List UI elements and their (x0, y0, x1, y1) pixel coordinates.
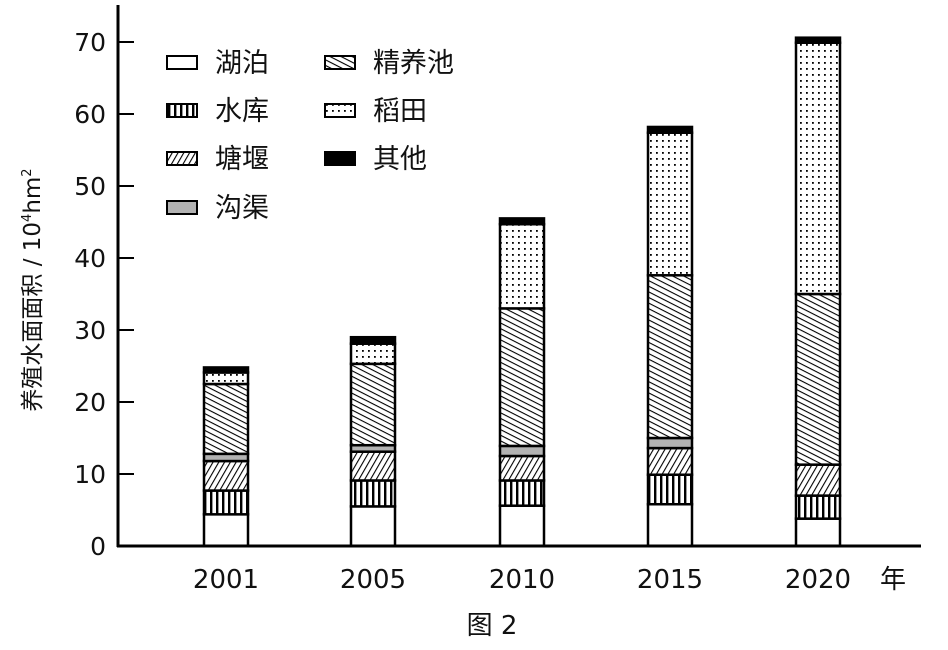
legend-swatch (166, 151, 198, 166)
legend-item: 湖泊 (166, 48, 269, 79)
y-axis-title-sup: 2 (20, 168, 35, 176)
bar-segment-湖泊 (349, 505, 397, 548)
legend-label: 湖泊 (215, 48, 269, 79)
bar-segment-稻田 (349, 342, 397, 366)
bar-segment-湖泊 (498, 504, 546, 548)
y-tick-label: 70 (74, 28, 106, 57)
y-axis-title-exp: 4 (20, 214, 35, 222)
x-unit-label: 年 (880, 565, 906, 595)
y-ticks: 0 10 20 30 40 50 60 70 (74, 28, 134, 561)
bar-segment-稻田 (202, 371, 250, 386)
bar-segment-稻田 (498, 222, 546, 310)
y-tick-label: 20 (74, 388, 106, 417)
y-tick-label: 30 (74, 316, 106, 345)
bar-segment-精养池 (349, 362, 397, 447)
legend-label: 其他 (373, 144, 427, 175)
y-tick-label: 60 (74, 100, 106, 129)
legend-item: 塘堰 (166, 144, 269, 175)
bar-segment-其他 (202, 366, 250, 374)
y-axis-title: 养殖水面面积 / 104hm2 (20, 168, 46, 411)
legend-label: 沟渠 (215, 193, 269, 224)
legend-label: 塘堰 (215, 144, 269, 175)
legend-label: 水库 (215, 96, 269, 127)
y-tick-label: 50 (74, 172, 106, 201)
bar-segment-水库 (646, 473, 694, 506)
y-axis-title-main: 养殖水面面积 / 10 (20, 222, 46, 412)
legend-swatch (166, 55, 198, 70)
bar-segment-水库 (794, 494, 842, 520)
bar-2015 (646, 125, 694, 548)
bar-segment-湖泊 (794, 517, 842, 548)
legend-item: 沟渠 (166, 193, 269, 224)
bar-segment-水库 (202, 489, 250, 516)
bar-2005 (349, 335, 397, 548)
legend-swatch (166, 200, 198, 215)
legend-item: 精养池 (324, 48, 454, 79)
bar-segment-水库 (349, 479, 397, 508)
bar-segment-其他 (498, 217, 546, 226)
y-axis-title-unit: hm (20, 177, 46, 214)
legend-label: 稻田 (373, 96, 427, 127)
legend-label: 精养池 (373, 48, 454, 79)
legend-item: 稻田 (324, 96, 427, 127)
bar-segment-塘堰 (202, 459, 250, 492)
bar-segment-水库 (498, 479, 546, 507)
x-tick-label: 2005 (340, 565, 406, 595)
bar-segment-其他 (646, 125, 694, 134)
x-tick-label: 2010 (489, 565, 555, 595)
legend-swatch (324, 151, 356, 166)
bars-group (202, 36, 842, 548)
bar-segment-精养池 (646, 274, 694, 440)
legend-swatch (324, 103, 356, 118)
bar-segment-沟渠 (646, 436, 694, 450)
x-tick-label: 2020 (785, 565, 851, 595)
x-ticks: 2001 2005 2010 2015 2020 (193, 565, 851, 595)
legend-swatch (324, 55, 356, 70)
axes-group (116, 5, 921, 548)
legend-swatch (166, 103, 198, 118)
legend-item: 其他 (324, 144, 427, 175)
y-tick-label: 0 (90, 532, 106, 561)
bar-segment-其他 (794, 36, 842, 44)
bar-segment-塘堰 (794, 463, 842, 497)
bar-segment-塘堰 (498, 454, 546, 482)
bar-segment-其他 (349, 335, 397, 345)
bar-segment-精养池 (794, 292, 842, 466)
bar-segment-沟渠 (498, 444, 546, 458)
bar-2010 (498, 217, 546, 548)
x-tick-label: 2001 (193, 565, 259, 595)
bar-segment-湖泊 (202, 513, 250, 548)
bar-segment-稻田 (794, 41, 842, 296)
bar-segment-塘堰 (646, 446, 694, 476)
x-tick-label: 2015 (637, 565, 703, 595)
bar-segment-精养池 (498, 307, 546, 448)
bar-segment-湖泊 (646, 502, 694, 548)
y-tick-label: 40 (74, 244, 106, 273)
bar-2001 (202, 366, 250, 548)
legend-item: 水库 (166, 96, 269, 127)
bar-segment-塘堰 (349, 450, 397, 482)
y-tick-label: 10 (74, 460, 106, 489)
bar-segment-稻田 (646, 131, 694, 277)
figure-caption: 图 2 (467, 611, 518, 641)
bar-segment-精养池 (202, 382, 250, 456)
bar-2020 (794, 36, 842, 548)
